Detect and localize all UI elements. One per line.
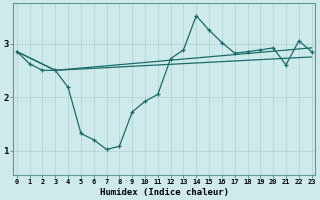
X-axis label: Humidex (Indice chaleur): Humidex (Indice chaleur) — [100, 188, 229, 197]
